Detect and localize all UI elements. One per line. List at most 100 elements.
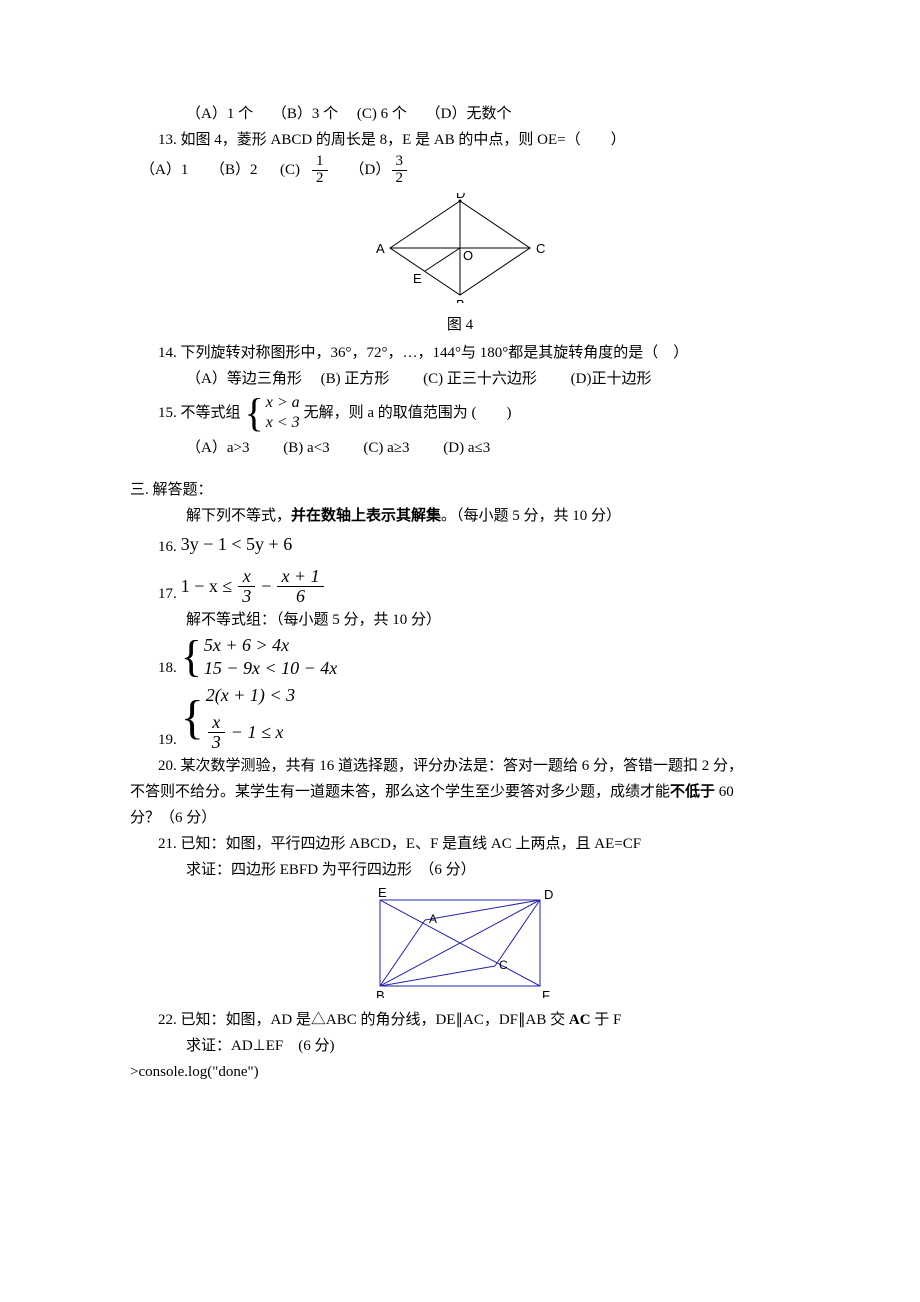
- frac-num: 3: [392, 154, 408, 171]
- q13-frac-2: 3 2: [390, 154, 410, 187]
- q15-options: （A）a>3 (B) a<3 (C) a≥3 (D) a≤3: [130, 436, 790, 460]
- q17-minus: −: [261, 572, 271, 601]
- q22-l1: 22. 已知：如图，AD 是△ABC 的角分线，DE∥AC，DF∥AB 交 AC…: [130, 1008, 790, 1032]
- desc1-c: 。（每小题 5 分，共 10 分）: [441, 508, 621, 524]
- svg-text:E: E: [378, 888, 387, 900]
- rhombus-figure: A C D B O E: [370, 193, 550, 303]
- q17: 17. 1 − x ≤ x 3 − x + 1 6: [130, 567, 790, 606]
- parallelogram-figure: EDBFAC: [350, 888, 570, 998]
- section3-title: 三. 解答题：: [130, 478, 790, 502]
- q15-post: 无解，则 a 的取值范围为 ( ): [304, 401, 512, 425]
- frac-den: 6: [277, 587, 323, 606]
- svg-text:C: C: [536, 241, 545, 256]
- q15-pre: 15. 不等式组: [158, 401, 241, 425]
- svg-text:A: A: [376, 241, 385, 256]
- brace-icon: {: [245, 396, 266, 430]
- q17-f1: x 3: [236, 567, 257, 606]
- q15-brace-group: { x > a x < 3: [245, 393, 300, 435]
- svg-text:O: O: [463, 248, 473, 263]
- q15-opt-a: （A）a>3: [186, 436, 249, 460]
- q17-expr: 1 − x ≤ x 3 − x + 1 6: [181, 567, 326, 606]
- q19: 19. { 2(x + 1) < 3 x 3 − 1 ≤ x: [130, 684, 790, 751]
- q21-l2: 求证：四边形 EBFD 为平行四边形 （6 分）: [130, 858, 790, 882]
- q22-l2: 求证：AD⊥EF (6 分): [130, 1034, 790, 1058]
- q19-lines: 2(x + 1) < 3 x 3 − 1 ≤ x: [206, 684, 295, 751]
- svg-text:E: E: [413, 271, 422, 286]
- q13-text: 13. 如图 4，菱形 ABCD 的周长是 8，E 是 AB 的中点，则 OE=…: [130, 128, 790, 152]
- q18-l1: 5x + 6 > 4x: [204, 634, 337, 657]
- frac-den: 2: [312, 171, 328, 187]
- q20-l3: 分？（6 分）: [130, 806, 790, 830]
- brace-icon: {: [181, 698, 206, 739]
- q15-ineq-2: x < 3: [266, 413, 300, 434]
- svg-text:A: A: [429, 912, 437, 926]
- q21-l1: 21. 已知：如图，平行四边形 ABCD，E、F 是直线 AC 上两点，且 AE…: [130, 832, 790, 856]
- q20-l2: 不答则不给分。某学生有一道题未答，那么这个学生至少要答对多少题，成绩才能不低于 …: [130, 780, 790, 804]
- q13-opt-c-pre: (C): [280, 158, 310, 182]
- q14-opt-a: （A）等边三角形: [186, 367, 302, 391]
- q20-l2c: 60: [715, 784, 734, 800]
- q14-opt-b: (B) 正方形: [321, 367, 390, 391]
- q12-opt-a: （A）1 个: [186, 102, 253, 126]
- q14-opt-c: (C) 正三十六边形: [423, 367, 537, 391]
- frac-num: x: [208, 713, 225, 733]
- q15-lines: x > a x < 3: [266, 393, 300, 435]
- q19-l1: 2(x + 1) < 3: [206, 684, 295, 707]
- q13-options: （A）1 （B）2 (C) 1 2 （D） 3 2: [130, 154, 790, 187]
- q12-options: （A）1 个 （B）3 个 (C) 6 个 （D）无数个: [130, 102, 790, 126]
- frac-num: x: [238, 567, 255, 587]
- q14-opt-d: (D)正十边形: [571, 367, 652, 391]
- q14-text: 14. 下列旋转对称图形中，36°，72°，…，144°与 180°都是其旋转角…: [130, 341, 790, 365]
- q20-l1: 20. 某次数学测验，共有 16 道选择题，评分办法是：答对一题给 6 分，答错…: [130, 754, 790, 778]
- q15-opt-b: (B) a<3: [283, 436, 329, 460]
- q13-opt-a: （A）1: [140, 158, 210, 182]
- q18: 18. { 5x + 6 > 4x 15 − 9x < 10 − 4x: [130, 634, 790, 681]
- q19-l2-frac: x 3: [206, 713, 227, 752]
- q18-l2: 15 − 9x < 10 − 4x: [204, 657, 337, 680]
- q13-opt-b: （B）2: [210, 158, 280, 182]
- q20-l2a: 不答则不给分。某学生有一道题未答，那么这个学生至少要答对多少题，成绩才能: [130, 784, 670, 800]
- q20-l2b: 不低于: [670, 784, 715, 800]
- q12-opt-d: （D）无数个: [426, 102, 512, 126]
- q19-group: { 2(x + 1) < 3 x 3 − 1 ≤ x: [181, 684, 295, 751]
- brace-icon: {: [181, 638, 204, 675]
- svg-text:C: C: [499, 958, 508, 972]
- desc1-a: 解下列不等式，: [186, 508, 291, 524]
- q15-opt-d: (D) a≤3: [443, 436, 490, 460]
- q15-opt-c: (C) a≥3: [363, 436, 409, 460]
- q18-group: { 5x + 6 > 4x 15 − 9x < 10 − 4x: [181, 634, 338, 681]
- frac-num: 1: [312, 154, 328, 171]
- q16-num: 16.: [158, 535, 177, 559]
- q12-opt-b: （B）3 个: [272, 102, 338, 126]
- q16: 16. 3y − 1 < 5y + 6: [130, 530, 790, 559]
- frac-num: x + 1: [277, 567, 323, 587]
- q18-num: 18.: [158, 656, 177, 680]
- q17-lhs: 1 − x ≤: [181, 572, 233, 601]
- q18-lines: 5x + 6 > 4x 15 − 9x < 10 − 4x: [204, 634, 337, 681]
- q19-l2: x 3 − 1 ≤ x: [206, 713, 284, 752]
- q13-frac-1: 1 2: [310, 154, 330, 187]
- q15-row: 15. 不等式组 { x > a x < 3 无解，则 a 的取值范围为 ( ): [130, 393, 790, 435]
- q22-l1c: 于 F: [591, 1012, 622, 1028]
- q17-f2: x + 1 6: [275, 567, 325, 606]
- svg-text:D: D: [456, 193, 465, 201]
- q12-opt-c: (C) 6 个: [357, 102, 407, 126]
- frac-den: 2: [392, 171, 408, 187]
- frac-den: 3: [238, 587, 255, 606]
- q16-expr: 3y − 1 < 5y + 6: [181, 530, 292, 559]
- q17-num: 17.: [158, 582, 177, 606]
- desc1-b: 并在数轴上表示其解集: [291, 508, 441, 524]
- svg-text:B: B: [456, 297, 465, 303]
- q19-l2-rest: − 1 ≤ x: [231, 721, 284, 744]
- q13-figure: A C D B O E: [130, 193, 790, 311]
- q13-fig-caption: 图 4: [130, 313, 790, 337]
- q14-options: （A）等边三角形 (B) 正方形 (C) 正三十六边形 (D)正十边形: [130, 367, 790, 391]
- q19-num: 19.: [158, 728, 177, 752]
- q21-figure: EDBFAC: [130, 888, 790, 1006]
- q13-opt-d-pre: （D）: [350, 158, 390, 182]
- q15-ineq-1: x > a: [266, 393, 300, 414]
- svg-text:B: B: [376, 988, 385, 998]
- svg-text:F: F: [542, 988, 550, 998]
- frac-den: 3: [208, 733, 225, 752]
- desc2: 解不等式组：（每小题 5 分，共 10 分）: [130, 608, 790, 632]
